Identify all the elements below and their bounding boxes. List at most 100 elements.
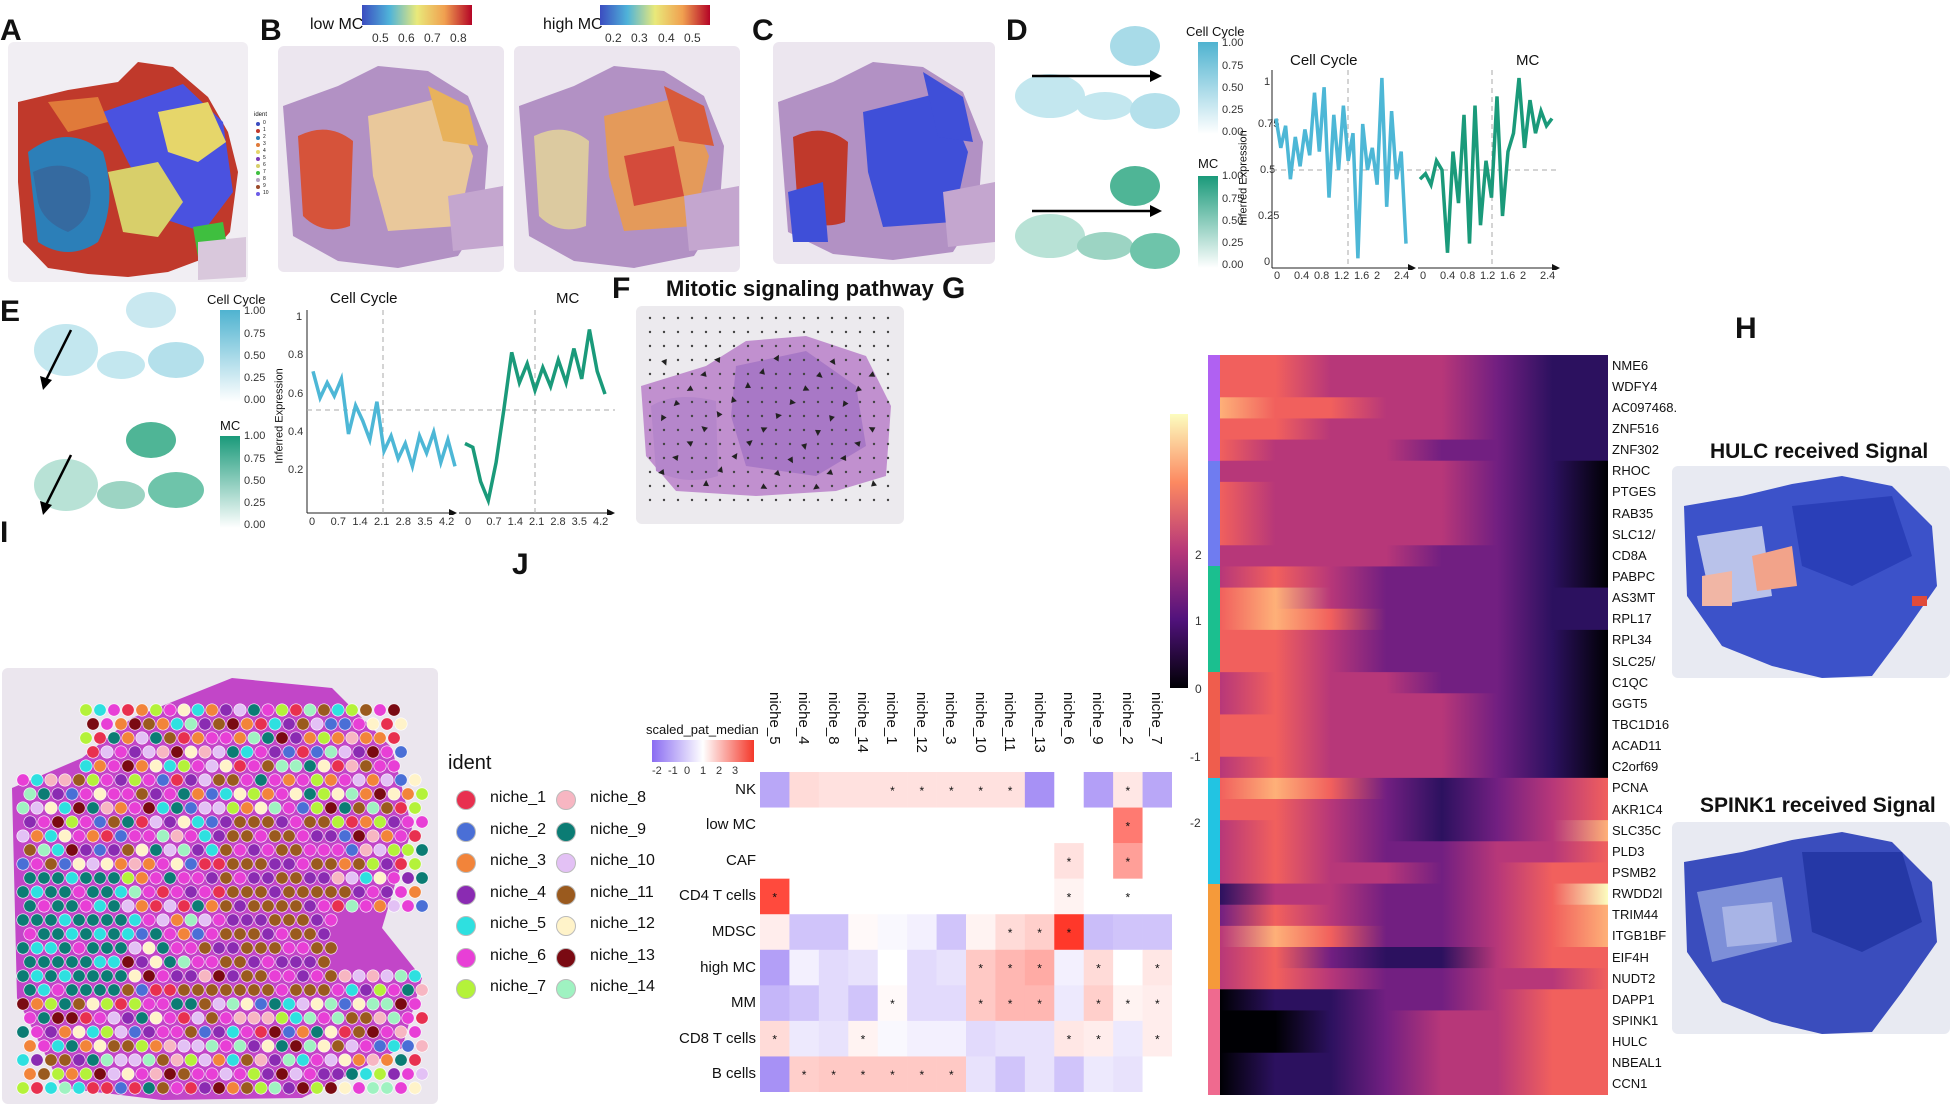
panel-i-spot [93, 983, 107, 997]
panel-i-spot [198, 997, 212, 1011]
panel-i-spot [163, 1011, 177, 1025]
panel-f-grid-dot [830, 498, 834, 502]
panel-i-spot [331, 731, 345, 745]
panel-f-grid-dot [858, 372, 862, 376]
panel-i-spot [16, 885, 30, 899]
panel-i-spot [107, 759, 121, 773]
panel-e-ytick-0: 1 [296, 311, 303, 323]
panel-j-cell [907, 914, 937, 951]
panel-j-cell [818, 949, 849, 986]
panel-g-heatmap-row [1220, 566, 1608, 589]
panel-i-spot [324, 829, 338, 843]
panel-i-spot [331, 1067, 345, 1081]
panel-i-spot [58, 913, 72, 927]
panel-g-group-segment [1208, 989, 1220, 1095]
panel-i-spot [86, 941, 100, 955]
panel-i-spot [142, 829, 156, 843]
panel-f-grid-dot [830, 316, 834, 320]
panel-f-grid-dot [858, 400, 862, 404]
panel-i-spot [226, 1081, 240, 1095]
panel-f-grid-dot [760, 344, 764, 348]
panel-i-legend-label: niche_1 [490, 789, 547, 806]
panel-i-spot [254, 1025, 268, 1039]
panel-i-spot [100, 969, 114, 983]
panel-i-spot [219, 815, 233, 829]
panel-i-spot [93, 927, 107, 941]
panel-i-spot [212, 745, 226, 759]
panel-f-grid-dot [746, 344, 750, 348]
panel-i-spot [198, 941, 212, 955]
panel-j-legend-title: scaled_pat_median [646, 722, 759, 737]
panel-f-grid-dot [704, 316, 708, 320]
panel-j-significance-star: * [1126, 997, 1131, 1011]
panel-i-spot [289, 1067, 303, 1081]
panel-g-heatmap-row [1220, 904, 1608, 927]
panel-f-grid-dot [690, 330, 694, 334]
panel-f-grid-dot [676, 372, 680, 376]
panel-i-spot [289, 731, 303, 745]
panel-g-scale-tick-0: 2 [1195, 548, 1202, 562]
panel-i-spot [72, 1081, 86, 1095]
panel-i-spot [79, 1067, 93, 1081]
panel-i-spot [142, 1025, 156, 1039]
panel-b-low-tick-3: 0.8 [450, 31, 467, 45]
panel-i-spot [380, 829, 394, 843]
panel-j-cell [995, 772, 1026, 808]
panel-i-spot [408, 885, 422, 899]
panel-j-col-label: niche_10 [971, 692, 989, 753]
panel-i-spot [387, 703, 401, 717]
panel-i-spot [177, 703, 191, 717]
panel-j-significance-star: * [1008, 926, 1013, 940]
panel-a-legend-label: 1 [263, 127, 266, 133]
panel-i-legend-label: niche_5 [490, 915, 547, 932]
panel-i-spot [373, 759, 387, 773]
panel-i-spot [191, 759, 205, 773]
panel-i-spot [387, 871, 401, 885]
panel-f-signal-arrow [686, 441, 694, 447]
panel-i-spot [149, 955, 163, 969]
panel-d-xtick-left: 2 [1374, 270, 1381, 282]
panel-i-spot [44, 773, 58, 787]
panel-i-spot [79, 871, 93, 885]
panel-i-spot [23, 1067, 37, 1081]
panel-i-spot [338, 829, 352, 843]
panel-i-spot [324, 1081, 338, 1095]
panel-i-spot [380, 857, 394, 871]
panel-j-cell [760, 878, 790, 915]
panel-i-spot [30, 1053, 44, 1067]
panel-i-spot [16, 941, 30, 955]
panel-i-spot [373, 871, 387, 885]
panel-i-spot [135, 703, 149, 717]
panel-f-grid-dot [746, 372, 750, 376]
panel-i-spot [177, 899, 191, 913]
panel-g-scale-tick-2: 0 [1195, 682, 1202, 696]
panel-j-significance-star: * [1096, 1033, 1101, 1047]
panel-g-gene-label: AC097468. [1612, 399, 1678, 415]
panel-i-spot [114, 717, 128, 731]
panel-i-spot [401, 815, 415, 829]
panel-i-spot [107, 1039, 121, 1053]
panel-i-spot [121, 787, 135, 801]
panel-f-grid-dot [648, 344, 652, 348]
panel-i-spot [107, 871, 121, 885]
panel-i-spot [149, 731, 163, 745]
panel-i-spot [324, 857, 338, 871]
panel-i-spot [366, 745, 380, 759]
panel-d-xtick-right: 2 [1520, 270, 1527, 282]
panel-i-spot [303, 703, 317, 717]
panel-i-spot [205, 1011, 219, 1025]
panel-i-spot [177, 983, 191, 997]
panel-i-spot [212, 997, 226, 1011]
panel-i-spot [261, 759, 275, 773]
panel-i-spot [170, 1053, 184, 1067]
panel-i-spot [310, 997, 324, 1011]
panel-f-grid-dot [718, 344, 722, 348]
panel-i-spot [345, 899, 359, 913]
panel-i-spot [100, 1025, 114, 1039]
panel-f-grid-dot [760, 442, 764, 446]
panel-f-grid-dot [648, 484, 652, 488]
panel-i-spot [282, 745, 296, 759]
panel-i-spot [121, 759, 135, 773]
panel-b-low-tick-2: 0.7 [424, 31, 441, 45]
panel-j-heatmap: * * * * * * * * * * * * * * * * * * * * * * * * * * * * * * * * * * * * * * [760, 772, 1173, 1093]
